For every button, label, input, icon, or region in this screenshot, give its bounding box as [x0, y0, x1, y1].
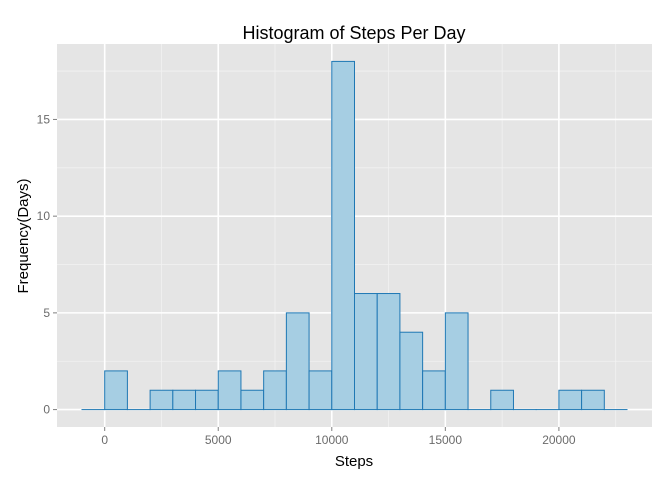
histogram-bar	[581, 389, 605, 411]
histogram-bar	[558, 389, 583, 411]
x-axis-title: Steps	[335, 453, 373, 470]
x-tick-label: 10000	[315, 433, 349, 447]
x-tick-label: 5000	[205, 433, 232, 447]
histogram-bar	[308, 370, 333, 411]
y-tick-label: 10	[37, 209, 51, 223]
histogram-bar	[285, 312, 310, 411]
histogram-bar	[217, 370, 242, 411]
histogram-bar	[376, 293, 401, 411]
histogram-bar	[104, 370, 128, 411]
histogram-bar	[149, 389, 174, 411]
histogram-bar	[399, 331, 424, 411]
x-axis-ticks: 0 5000 10000 15000 20000	[101, 427, 576, 447]
chart-title: Histogram of Steps Per Day	[242, 23, 465, 43]
histogram-bar	[354, 293, 378, 411]
histogram-bar	[490, 389, 514, 411]
x-tick-label: 0	[101, 433, 108, 447]
y-tick-label: 0	[43, 403, 50, 417]
y-axis-title: Frequency(Days)	[15, 178, 32, 293]
y-axis-ticks: 0 5 10 15	[37, 112, 57, 417]
histogram-bar	[331, 60, 355, 411]
x-tick-label: 20000	[542, 433, 576, 447]
histogram-bar	[195, 389, 219, 411]
y-tick-label: 5	[43, 306, 50, 320]
histogram-bar	[172, 389, 197, 411]
histogram-bars	[81, 60, 628, 411]
histogram-bar	[422, 370, 446, 411]
y-tick-label: 15	[37, 112, 51, 126]
histogram-bar	[263, 370, 287, 411]
x-tick-label: 15000	[429, 433, 463, 447]
histogram-bar	[444, 312, 469, 411]
histogram-bar	[240, 389, 265, 411]
